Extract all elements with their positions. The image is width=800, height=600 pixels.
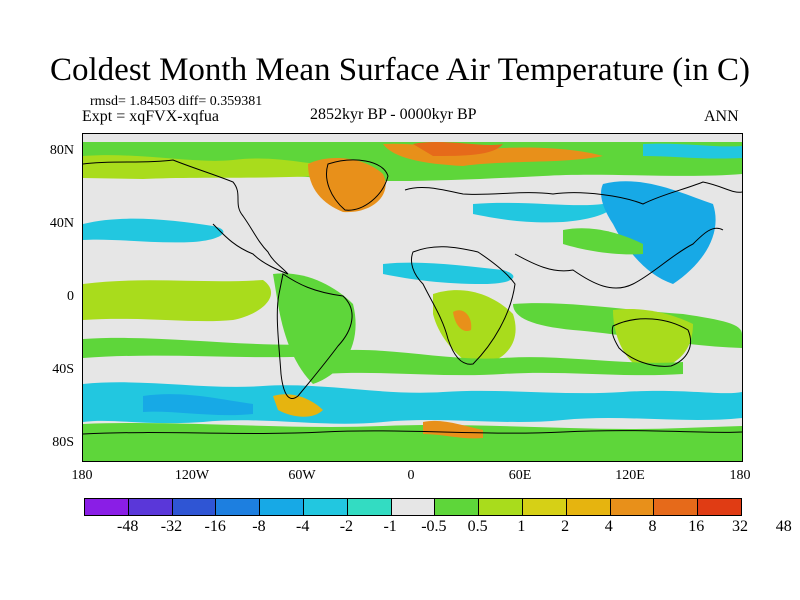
legend-swatch: [260, 499, 304, 515]
north-america-coast: [83, 159, 289, 275]
legend-swatch: [654, 499, 699, 515]
plot-title: Coldest Month Mean Surface Air Temperatu…: [50, 52, 750, 88]
lon-tick-label: 180: [71, 468, 93, 483]
legend-swatch: [610, 499, 655, 515]
east-asia-blue-patch: [601, 181, 716, 284]
legend-swatch: [435, 499, 480, 515]
arctic-red-patch: [413, 142, 503, 156]
map-panel: [82, 133, 743, 462]
legend-label: -2: [339, 518, 354, 535]
legend-swatch: [347, 499, 392, 515]
season-label: ANN: [704, 108, 739, 125]
legend-label: 8: [648, 518, 657, 535]
australia-coast: [611, 318, 692, 367]
legend-label: -1: [383, 518, 397, 535]
africa-orange-spot: [453, 310, 472, 332]
legend-label: -0.5: [421, 518, 447, 535]
legend-swatch: [172, 499, 217, 515]
experiment-label: Expt = xqFVX-xqfua: [82, 108, 220, 125]
legend-label: 4: [604, 518, 613, 535]
eurasia-north-coast: [404, 181, 742, 205]
arctic-yellowgreen-band: [83, 155, 343, 179]
sahel-cyan-band: [383, 262, 514, 284]
legend-label: -48: [117, 518, 139, 535]
legend-swatch: [216, 499, 261, 515]
npacific-cyan-band: [83, 218, 224, 243]
south-pacific-green-band: [83, 337, 323, 358]
lon-tick-label: 0: [407, 468, 415, 483]
africa-coast: [410, 246, 516, 365]
legend-label: 1: [517, 518, 526, 535]
antarctica-coast: [83, 430, 742, 435]
lat-tick-label: 80S: [52, 435, 74, 450]
legend-label: 2: [561, 518, 570, 535]
legend-swatch: [85, 499, 129, 515]
antarctic-orange-patch: [423, 420, 483, 439]
legend-label: -8: [252, 518, 266, 535]
legend-label: 32: [732, 518, 748, 535]
period-label: 2852kyr BP - 0000kyr BP: [310, 106, 477, 123]
asia-cyan-band: [473, 202, 610, 223]
patagonia-yellow-patch: [273, 394, 323, 417]
lon-tick-label: 180: [729, 468, 751, 483]
south-america-coast: [276, 273, 353, 399]
legend-label: -4: [295, 518, 310, 535]
lon-tick-label: 120E: [615, 468, 645, 483]
legend-swatch: [303, 499, 348, 515]
stats-text: rmsd= 1.84503 diff= 0.359381: [90, 94, 263, 109]
legend-swatch: [391, 499, 436, 515]
siberia-cyan-patch: [643, 143, 742, 159]
lat-tick-label: 80N: [49, 143, 74, 158]
legend-label: 0.5: [467, 518, 488, 535]
legend-label: -32: [160, 518, 183, 535]
lon-tick-label: 60W: [288, 468, 316, 483]
legend-swatch: [128, 499, 173, 515]
southern-midlat-green-band: [323, 349, 683, 376]
lat-tick-label: 40S: [52, 362, 74, 377]
tropical-pacific-band: [83, 280, 272, 322]
antarctic-green-band: [83, 423, 742, 461]
central-asia-green: [563, 228, 643, 255]
africa-yellowgreen: [433, 290, 516, 366]
legend-label: 48: [775, 518, 792, 535]
greenland-orange-patch: [308, 158, 386, 213]
southern-ocean-blue-patch: [143, 394, 253, 416]
legend-label: -16: [204, 518, 226, 535]
lon-tick-label: 120W: [174, 468, 210, 483]
color-legend: [84, 498, 742, 516]
lat-tick-label: 40N: [49, 216, 74, 231]
lat-tick-label: 0: [67, 289, 74, 304]
lon-tick-label: 60E: [508, 468, 532, 483]
legend-swatch: [566, 499, 611, 515]
south-asia-coast: [514, 227, 724, 289]
coastlines: [83, 159, 742, 435]
legend-swatch: [479, 499, 523, 515]
greenland-coast: [326, 159, 389, 211]
legend-swatch: [522, 499, 567, 515]
legend-label: 16: [688, 518, 705, 535]
australia-yellowgreen: [613, 308, 693, 370]
temperature-map: [83, 134, 742, 461]
legend-swatch: [698, 499, 741, 515]
